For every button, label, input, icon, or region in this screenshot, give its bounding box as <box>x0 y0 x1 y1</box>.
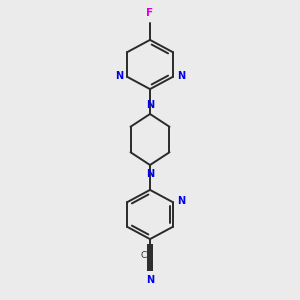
Text: C: C <box>141 251 147 260</box>
Text: N: N <box>115 71 123 81</box>
Text: N: N <box>146 275 154 285</box>
Text: N: N <box>177 196 185 206</box>
Text: F: F <box>146 8 154 18</box>
Text: N: N <box>146 100 154 110</box>
Text: N: N <box>146 169 154 179</box>
Text: N: N <box>177 71 185 81</box>
